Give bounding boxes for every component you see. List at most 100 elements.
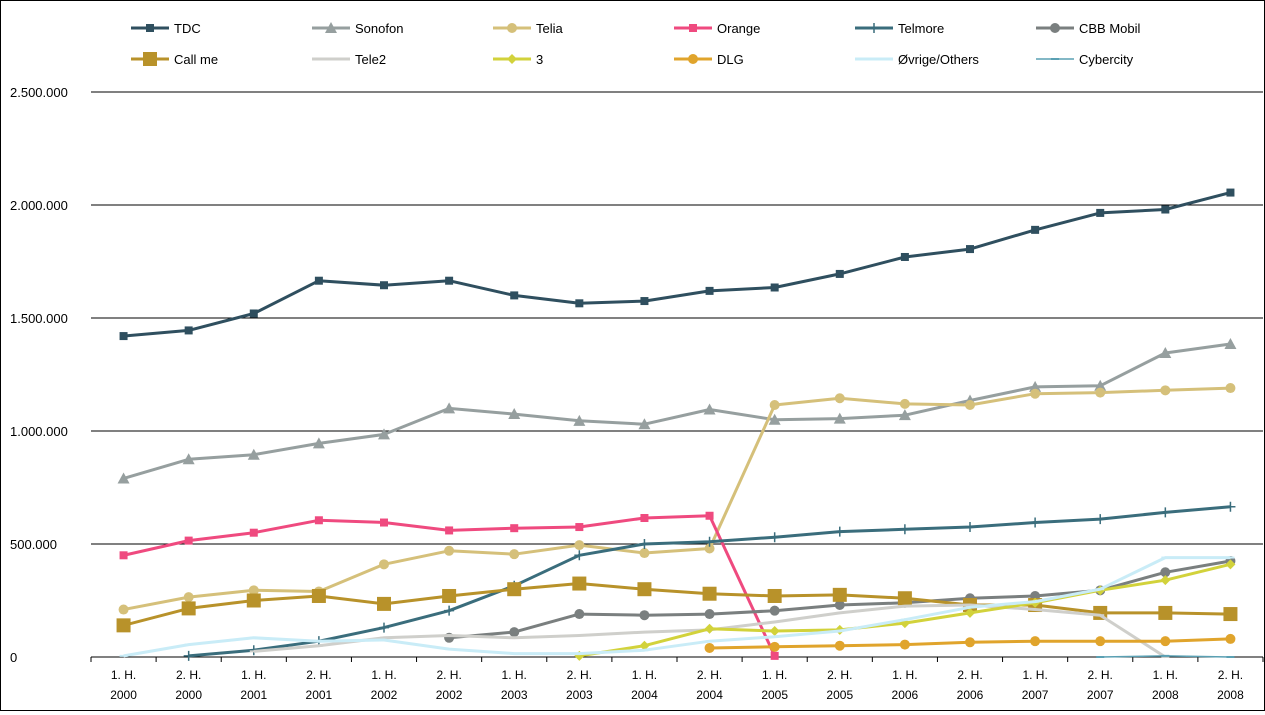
tdc-line — [123, 191, 1231, 338]
tdc-point — [445, 276, 454, 285]
legend-label-tele2: Tele2 — [355, 52, 386, 67]
orange-point — [770, 651, 779, 660]
x-tick-label-half: 1. H. — [762, 668, 787, 682]
y-axis-tick-labels: 0 500.000 1.000.000 1.500.000 2.000.000 2.500… — [10, 85, 68, 665]
dlg-point — [1225, 633, 1236, 644]
legend-telia-point — [507, 23, 517, 33]
sonofon-point — [703, 403, 716, 415]
telia-point — [639, 548, 650, 559]
series-call-me — [116, 576, 1238, 633]
y-tick-label: 2.000.000 — [10, 198, 68, 213]
series-tdc — [119, 188, 1235, 341]
telmore-point — [965, 522, 975, 533]
sonofon-point — [378, 428, 390, 440]
dlg-point — [965, 637, 975, 648]
call-me-point — [181, 601, 196, 616]
x-tick-label-year: 2002 — [371, 688, 398, 702]
3-point — [769, 626, 780, 637]
x-tick-label-half: 2. H. — [1088, 668, 1113, 682]
tdc-point — [1031, 225, 1040, 234]
legend-telmore-point — [869, 23, 879, 33]
telmore-point — [574, 550, 585, 561]
telia-point — [183, 592, 194, 603]
x-tick-label-year: 2003 — [501, 688, 528, 702]
x-tick-label-half: 2. H. — [827, 668, 852, 682]
x-tick-label-year: 2000 — [175, 688, 202, 702]
x-tick-label-half: 2. H. — [436, 668, 461, 682]
legend-call-me-point — [143, 52, 157, 66]
x-tick-label-half: 1. H. — [241, 668, 266, 682]
y-tick-label: 1.500.000 — [10, 311, 68, 326]
orange-point — [380, 518, 388, 527]
legend-label-vrige-others: Øvrige/Others — [898, 52, 979, 67]
legend: TDC Sonofon Telia Orange Telmore CBB Mobil Cal… — [131, 21, 1141, 67]
telia-point — [1095, 387, 1106, 398]
telia-point — [574, 540, 585, 551]
cbb-mobil-point — [1160, 567, 1171, 578]
gridlines — [91, 91, 1263, 545]
legend-item-telmore: Telmore — [855, 21, 944, 36]
call-me-point — [507, 582, 522, 597]
legend-item-3: 3 — [493, 52, 543, 67]
orange-point — [575, 523, 584, 532]
call-me-point — [1158, 605, 1173, 620]
legend-tdc-point — [146, 24, 154, 32]
series-dlg — [704, 633, 1236, 653]
y-tick-label: 0 — [10, 650, 17, 665]
call-me-point — [637, 582, 652, 597]
x-tick-label-half: 2. H. — [697, 668, 722, 682]
call-me-point — [377, 596, 391, 611]
telia-line — [123, 386, 1231, 611]
dlg-point — [834, 640, 845, 651]
x-tick-label-half: 2. H. — [957, 668, 982, 682]
x-tick-label-year: 2005 — [826, 688, 853, 702]
telmore-point — [1095, 514, 1106, 525]
tdc-point — [640, 297, 649, 306]
legend-label-telmore: Telmore — [898, 21, 944, 36]
x-tick-label-year: 2006 — [957, 688, 984, 702]
legend-cbb-mobil-point — [1050, 23, 1060, 33]
legend-item-dlg: DLG — [674, 52, 744, 67]
sonofon-point — [1094, 379, 1107, 391]
tdc-point — [770, 283, 779, 292]
legend-item-tele2: Tele2 — [312, 52, 386, 67]
tdc-point — [1161, 205, 1170, 214]
x-tick-label-half: 1. H. — [111, 668, 136, 682]
call-me-point — [572, 576, 587, 591]
telia-point — [1160, 385, 1171, 396]
telmore-point — [1160, 507, 1171, 518]
x-tick-label-half: 2. H. — [306, 668, 331, 682]
legend-label-dlg: DLG — [717, 52, 744, 67]
sonofon-point — [312, 437, 325, 449]
x-tick-label-half: 2. H. — [567, 668, 592, 682]
tdc-point — [835, 269, 844, 278]
x-tick-label-year: 2002 — [436, 688, 463, 702]
x-tick-label-year: 2008 — [1217, 688, 1244, 702]
telia-point — [1225, 383, 1236, 394]
tdc-point — [380, 281, 388, 290]
series-sonofon — [117, 337, 1237, 484]
series-lines — [116, 188, 1238, 661]
cbb-mobil-point — [704, 609, 715, 620]
telmore-point — [1225, 501, 1236, 512]
telmore-point — [1030, 517, 1041, 528]
legend-sonofon-point — [325, 22, 337, 33]
series-orange — [119, 511, 779, 660]
legend-orange-point — [689, 24, 697, 32]
tdc-point — [575, 299, 584, 308]
y-tick-label: 2.500.000 — [10, 85, 68, 100]
sonofon-point — [1029, 380, 1042, 392]
x-tick-label-year: 2003 — [566, 688, 593, 702]
y-tick-label: 500.000 — [10, 537, 57, 552]
telia-point — [704, 543, 715, 554]
x-tick-label-year: 2005 — [761, 688, 788, 702]
dlg-point — [769, 641, 780, 652]
tdc-point — [705, 286, 714, 295]
orange-point — [510, 524, 519, 533]
sonofon-point — [1159, 347, 1172, 359]
legend-item-cybercity: Cybercity — [1036, 52, 1134, 67]
legend-item-telia: Telia — [493, 21, 564, 36]
cbb-mobil-point — [509, 627, 520, 638]
x-tick-label-year: 2001 — [306, 688, 333, 702]
